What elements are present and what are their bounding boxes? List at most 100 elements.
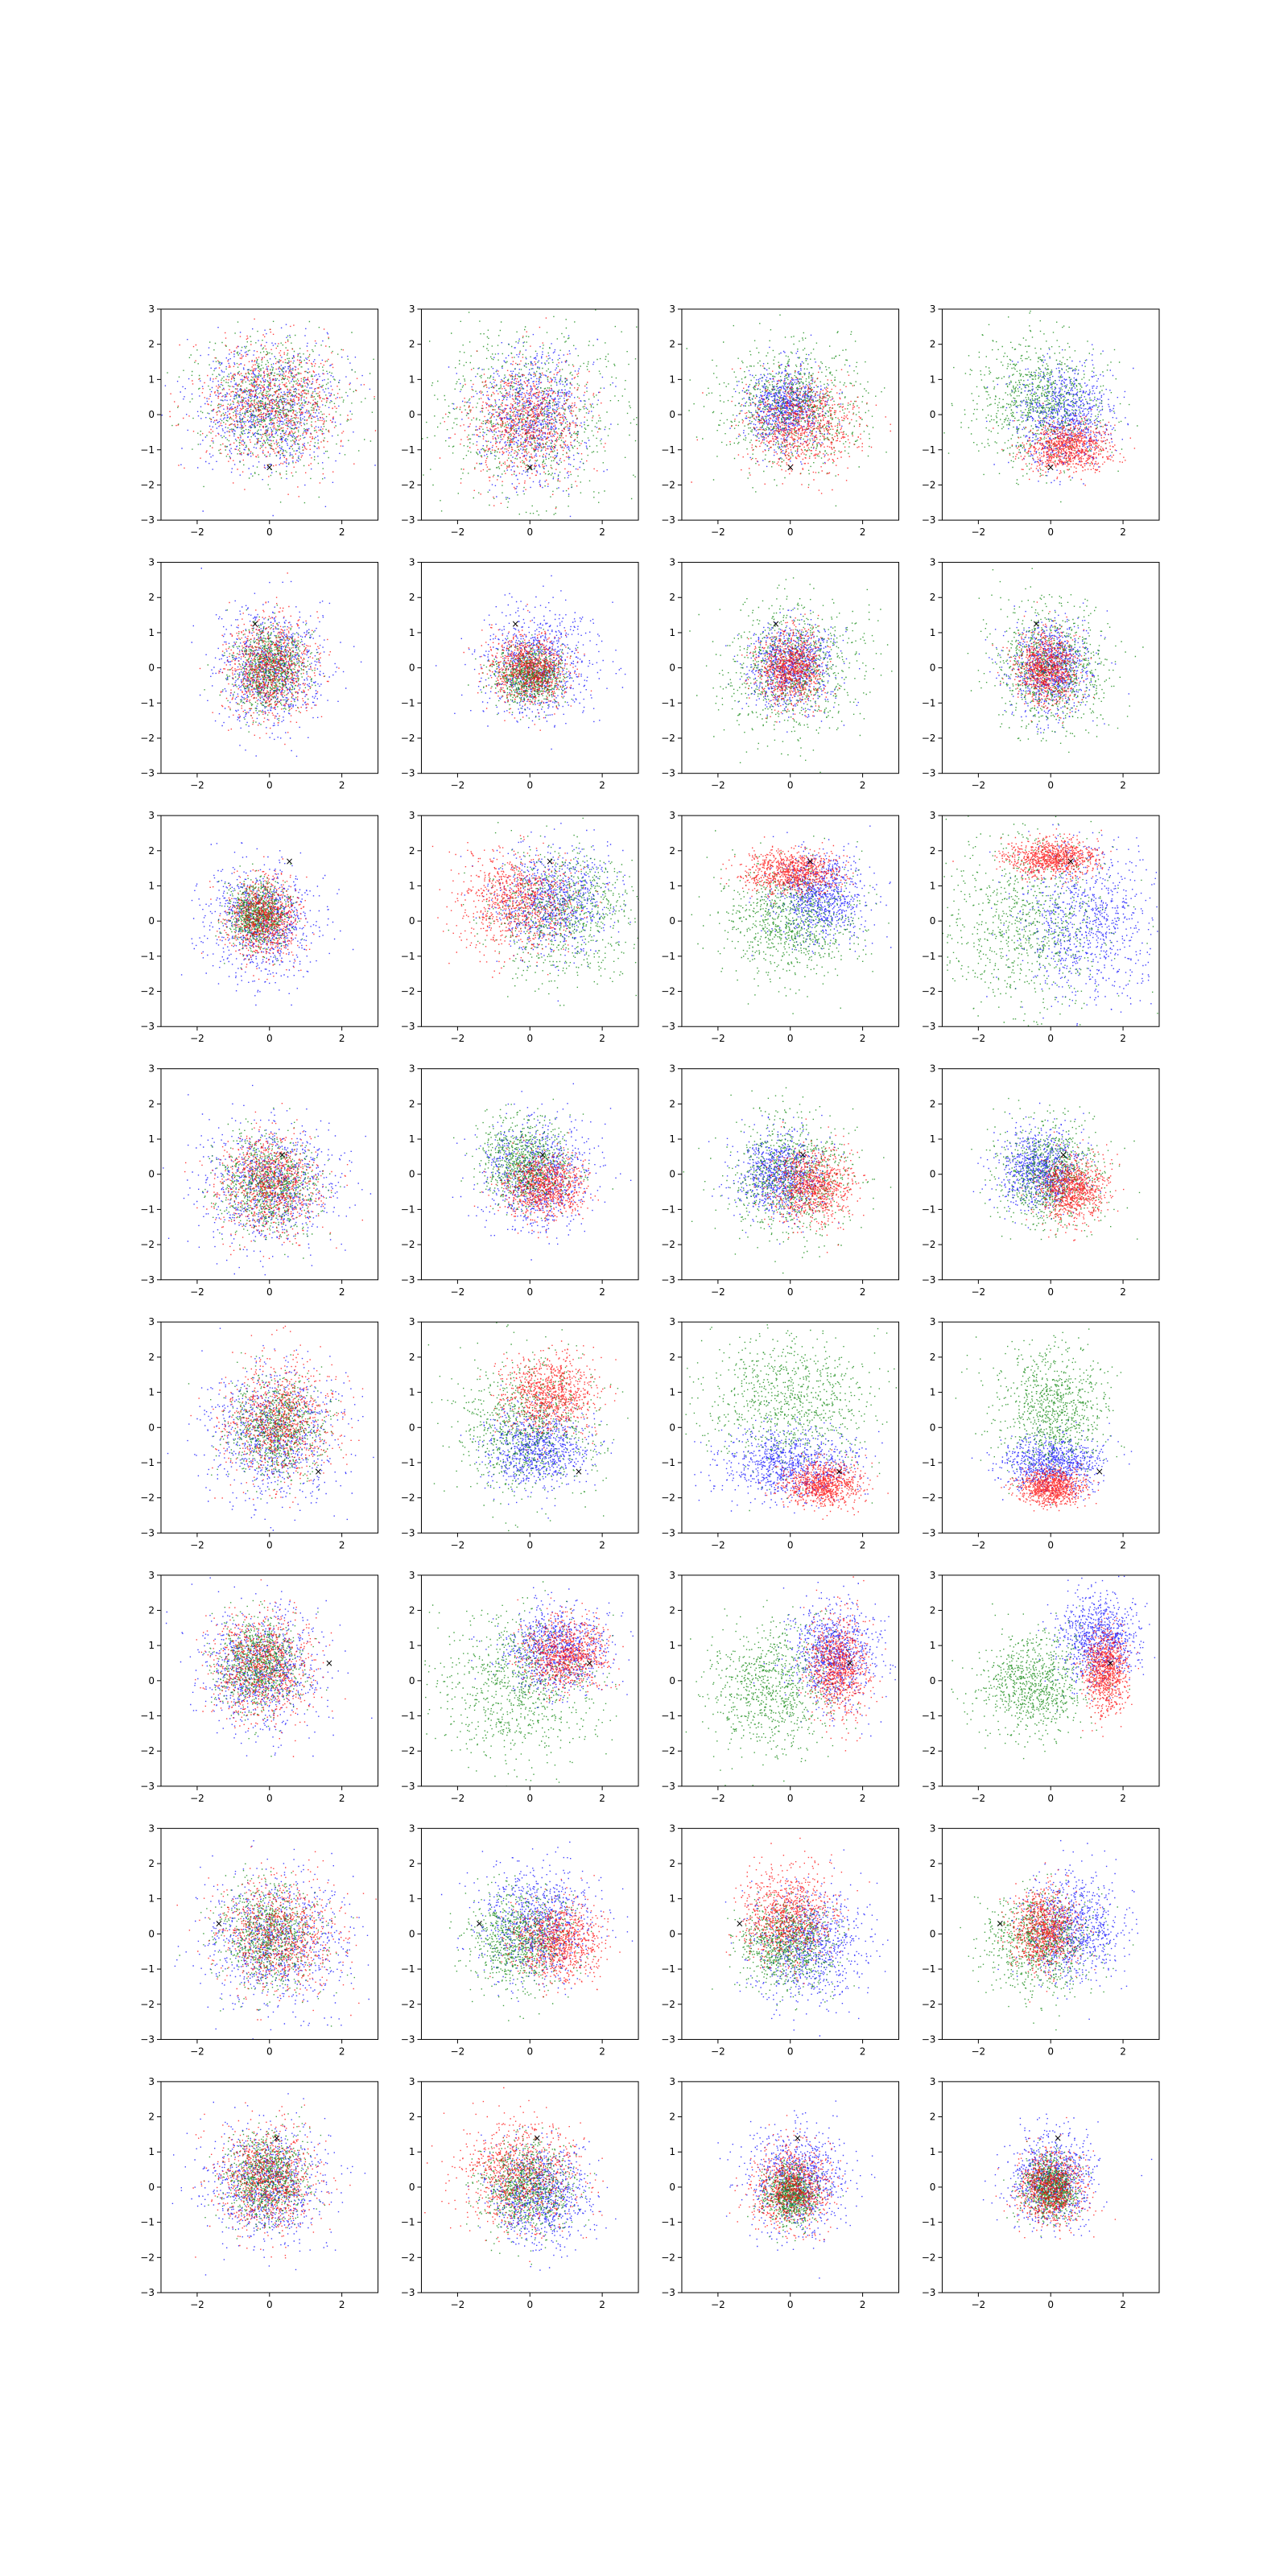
y-tick-label: −1 xyxy=(140,1963,155,1975)
y-tick-label: −3 xyxy=(661,2033,675,2045)
y-tick-label: −3 xyxy=(401,2287,415,2298)
y-tick-label: 1 xyxy=(669,1387,675,1398)
subplot-r3-c3: × −2 0 2 −3 −2 −1 0 1 2 3 xyxy=(661,810,900,1044)
x-marker: × xyxy=(799,1150,807,1161)
x-marker: × xyxy=(772,618,780,630)
y-tick-label: 3 xyxy=(669,557,675,568)
y-tick-label: −1 xyxy=(140,697,155,708)
y-tick-label: −2 xyxy=(140,986,155,997)
series-points-green xyxy=(747,2156,844,2244)
x-tick-label: −2 xyxy=(972,780,986,791)
x-tick-label: −2 xyxy=(451,1286,465,1298)
series-points-green xyxy=(179,1863,355,2027)
x-tick-label: 2 xyxy=(599,1793,605,1804)
y-tick-label: 3 xyxy=(148,1316,155,1327)
x-tick-label: 2 xyxy=(1120,526,1126,538)
x-tick-label: 0 xyxy=(787,1033,794,1044)
y-tick-label: −3 xyxy=(401,1527,415,1538)
y-tick-label: 0 xyxy=(409,1169,415,1180)
series-points-green xyxy=(712,1888,855,2011)
y-tick-label: −1 xyxy=(140,1457,155,1468)
y-tick-label: 1 xyxy=(409,1640,415,1651)
x-tick-label: 2 xyxy=(339,1286,345,1298)
x-tick-label: −2 xyxy=(451,1793,465,1804)
x-tick-label: 2 xyxy=(1120,780,1126,791)
x-tick-label: 2 xyxy=(860,1033,866,1044)
y-tick-label: 1 xyxy=(148,1640,155,1651)
x-marker: × xyxy=(314,1466,322,1477)
y-tick-label: −2 xyxy=(140,2252,155,2263)
x-marker: × xyxy=(846,1657,854,1669)
y-tick-label: −2 xyxy=(922,733,936,744)
y-tick-label: −1 xyxy=(401,697,415,708)
x-tick-label: 0 xyxy=(787,2046,794,2057)
y-tick-label: 2 xyxy=(409,592,415,603)
y-tick-label: 2 xyxy=(409,1604,415,1616)
subplot-r4-c3: × −2 0 2 −3 −2 −1 0 1 2 3 xyxy=(661,1063,900,1298)
series-points-red xyxy=(479,1340,617,1460)
series-points-green xyxy=(204,605,326,733)
y-tick-label: 0 xyxy=(148,1928,155,1939)
y-tick-label: 1 xyxy=(409,627,415,638)
scatter-points xyxy=(191,568,362,774)
y-tick-label: 1 xyxy=(409,374,415,385)
scatter-points xyxy=(167,1325,374,1534)
y-tick-label: 0 xyxy=(148,663,155,674)
y-tick-label: 3 xyxy=(930,1063,936,1075)
series-points-red xyxy=(509,1597,624,1703)
x-marker: × xyxy=(266,462,274,473)
x-marker: × xyxy=(1054,2132,1062,2144)
axes-frame xyxy=(420,1321,639,1534)
x-tick-label: 2 xyxy=(599,2046,605,2057)
x-tick-label: −2 xyxy=(711,1286,725,1298)
subplot-r1-c3: × −2 0 2 −3 −2 −1 0 1 2 3 xyxy=(661,303,900,538)
x-tick-label: −2 xyxy=(711,2046,725,2057)
x-tick-label: 0 xyxy=(526,1793,533,1804)
series-points-blue xyxy=(972,1102,1101,1228)
series-points-blue xyxy=(753,1582,896,1737)
y-tick-label: 2 xyxy=(409,845,415,857)
y-tick-label: 0 xyxy=(409,1675,415,1686)
x-tick-label: −2 xyxy=(711,1033,725,1044)
y-tick-label: 3 xyxy=(409,1063,415,1075)
y-tick-label: 1 xyxy=(930,374,936,385)
y-tick-label: −3 xyxy=(401,1021,415,1032)
x-marker: × xyxy=(278,1150,286,1161)
y-tick-label: −2 xyxy=(401,1239,415,1250)
y-tick-label: 2 xyxy=(148,1098,155,1109)
y-tick-label: −3 xyxy=(140,1527,155,1538)
scatter-points xyxy=(424,1581,634,1786)
x-tick-label: 2 xyxy=(860,2299,866,2310)
x-tick-label: 2 xyxy=(339,1033,345,1044)
x-tick-label: 0 xyxy=(1047,1286,1054,1298)
x-tick-label: 0 xyxy=(1047,526,1054,538)
y-tick-label: −3 xyxy=(401,2033,415,2045)
y-tick-label: −2 xyxy=(140,1999,155,2010)
series-points-blue xyxy=(471,1587,634,1708)
y-tick-label: 0 xyxy=(409,1928,415,1939)
y-tick-label: 1 xyxy=(409,880,415,891)
axes-frame xyxy=(681,1321,900,1534)
x-marker: × xyxy=(273,2132,281,2144)
series-points-green xyxy=(683,1087,892,1274)
y-tick-label: −1 xyxy=(661,2217,675,2228)
y-tick-label: −3 xyxy=(922,514,936,526)
x-marker: × xyxy=(1096,1466,1104,1477)
series-points-green xyxy=(971,1097,1141,1241)
subplot-r2-c3: × −2 0 2 −3 −2 −1 0 1 2 3 xyxy=(661,557,900,791)
x-tick-label: 0 xyxy=(526,2046,533,2057)
x-tick-label: 0 xyxy=(266,1033,273,1044)
x-tick-label: 2 xyxy=(339,780,345,791)
y-tick-label: 1 xyxy=(669,880,675,891)
y-tick-label: 1 xyxy=(409,1387,415,1398)
x-marker: × xyxy=(475,1918,483,1929)
series-points-green xyxy=(453,1098,613,1220)
subplot-r6-c3: × −2 0 2 −3 −2 −1 0 1 2 3 xyxy=(661,1570,900,1804)
y-tick-label: 0 xyxy=(409,2182,415,2193)
y-tick-label: 3 xyxy=(669,303,675,315)
scatter-points xyxy=(955,1328,1133,1512)
y-tick-label: −2 xyxy=(661,1745,675,1757)
y-tick-label: 0 xyxy=(930,1422,936,1433)
y-tick-label: 1 xyxy=(669,1133,675,1145)
scatter-points xyxy=(712,1837,889,2037)
